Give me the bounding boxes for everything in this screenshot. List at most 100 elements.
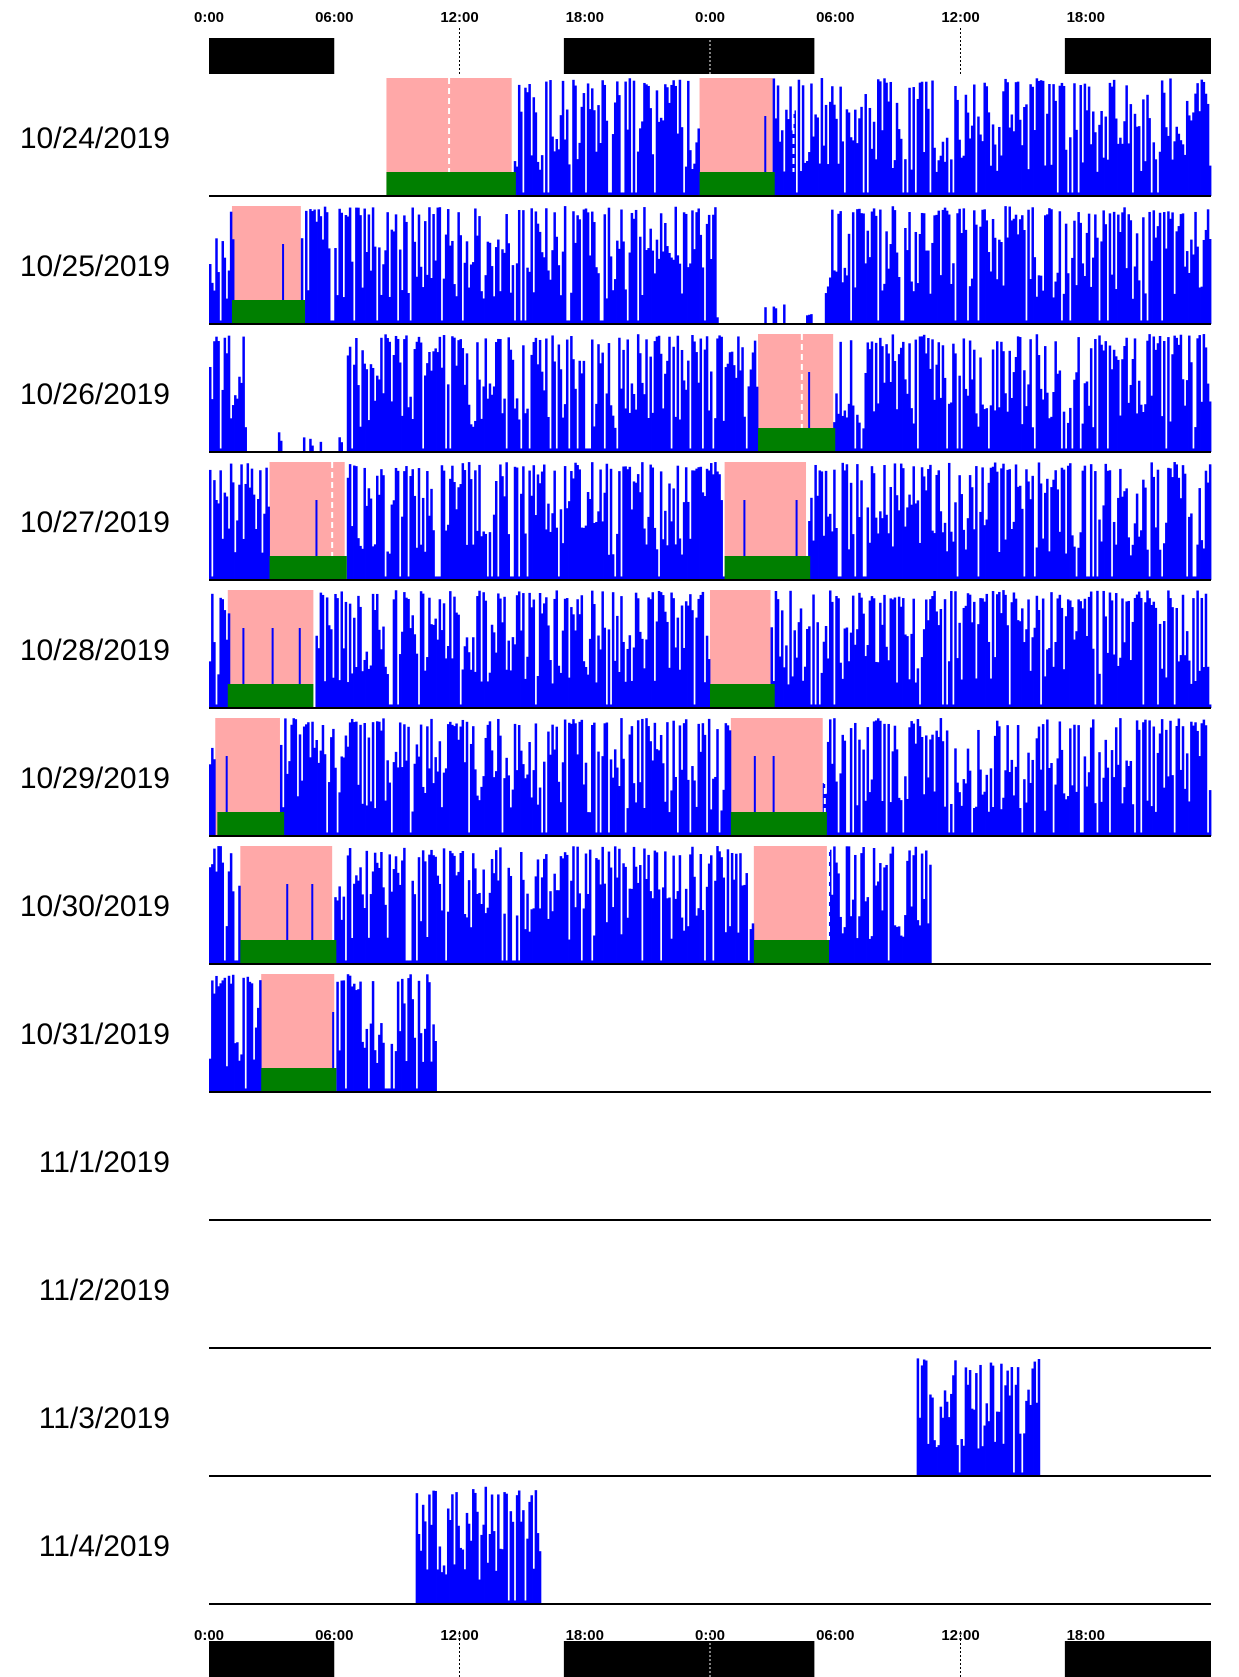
activity-bar	[1152, 142, 1156, 196]
activity-bar	[947, 661, 951, 708]
activity-series	[209, 206, 1212, 324]
activity-bar	[386, 551, 389, 580]
activity-bar	[530, 607, 533, 708]
activity-spike	[764, 116, 767, 196]
activity-bar	[868, 792, 872, 836]
activity-bar	[872, 847, 876, 964]
activity-bar	[680, 917, 684, 964]
activity-bar	[954, 353, 957, 452]
activity-bar	[962, 338, 966, 452]
activity-bar	[987, 448, 991, 452]
activity-bar	[935, 1447, 938, 1476]
activity-bar	[657, 750, 661, 836]
activity-bar	[697, 208, 700, 324]
activity-bar	[1031, 637, 1034, 708]
activity-bar	[1066, 273, 1070, 324]
activity-bar	[530, 495, 533, 580]
activity-bar	[854, 576, 857, 580]
activity-bar	[820, 471, 824, 580]
activity-bar	[444, 530, 448, 580]
activity-bar	[461, 348, 465, 452]
activity-bar	[991, 466, 995, 580]
row-date-label: 10/24/2019	[20, 122, 170, 155]
activity-bar	[217, 674, 220, 708]
activity-bar	[501, 249, 504, 324]
activity-bar	[712, 960, 715, 964]
activity-bar	[572, 719, 575, 836]
activity-bar	[327, 782, 331, 836]
activity-bar	[373, 544, 377, 580]
activity-bar	[494, 481, 498, 580]
activity-bar	[1060, 82, 1064, 196]
activity-bar	[1148, 598, 1151, 708]
activity-bar	[459, 704, 462, 708]
activity-bar	[467, 1523, 471, 1604]
activity-bar	[981, 794, 984, 836]
activity-bar	[797, 622, 801, 708]
activity-bar	[680, 769, 684, 836]
activity-bar	[632, 783, 636, 836]
activity-bar	[1010, 220, 1014, 324]
activity-bar	[1010, 1367, 1014, 1476]
activity-bar	[833, 704, 836, 708]
activity-bar	[720, 500, 723, 580]
activity-bar	[1135, 413, 1139, 452]
activity-bar	[517, 84, 521, 196]
activity-bar	[371, 207, 375, 324]
activity-bar	[1006, 469, 1009, 580]
activity-bar	[879, 602, 882, 708]
activity-bar	[960, 448, 963, 452]
activity-bar	[670, 790, 673, 836]
activity-bar	[1046, 649, 1049, 708]
activity-bar	[384, 666, 387, 708]
activity-bar	[674, 416, 677, 452]
activity-bar	[879, 511, 882, 580]
activity-bar	[409, 396, 412, 452]
activity-bar	[482, 386, 485, 452]
activity-bar	[1175, 337, 1178, 452]
activity-bar	[1121, 598, 1124, 708]
activity-bar	[357, 385, 360, 452]
activity-bar	[561, 80, 565, 196]
activity-bar	[330, 320, 333, 324]
activity-bar	[611, 554, 615, 580]
activity-bar	[1185, 251, 1189, 324]
activity-bar	[897, 797, 901, 836]
activity-bar	[607, 832, 611, 836]
activity-bar	[670, 257, 673, 324]
activity-bar	[419, 591, 423, 708]
activity-bar	[1167, 211, 1170, 324]
activity-bar	[1071, 535, 1074, 580]
activity-bar	[897, 510, 901, 580]
activity-bar	[513, 723, 517, 836]
activity-bar	[693, 249, 696, 324]
activity-bar	[883, 78, 886, 196]
activity-bar	[507, 867, 510, 964]
activity-bar	[613, 576, 617, 580]
activity-bar	[424, 221, 427, 324]
activity-bar	[657, 121, 661, 196]
activity-bar	[659, 353, 663, 452]
activity-bar	[977, 729, 980, 836]
activity-bar	[910, 504, 913, 580]
activity-bar	[885, 514, 888, 580]
activity-bar	[565, 109, 569, 196]
actogram-row: 11/2/2019	[39, 1274, 1211, 1349]
activity-bar	[323, 206, 327, 324]
activity-bar	[945, 210, 949, 324]
activity-bar	[1018, 1433, 1022, 1476]
activity-bar	[376, 721, 379, 836]
activity-bar	[1002, 797, 1005, 836]
activity-bar	[568, 501, 571, 580]
activity-bar	[649, 356, 652, 452]
activity-bar	[816, 117, 819, 196]
activity-bar	[469, 743, 473, 836]
activity-bar	[958, 1472, 961, 1476]
activity-bar	[1092, 111, 1095, 196]
activity-bar	[603, 883, 607, 964]
activity-bar	[1106, 159, 1110, 196]
activity-series	[415, 1486, 542, 1604]
activity-bar	[856, 209, 859, 324]
activity-bar	[895, 102, 899, 196]
activity-bar	[979, 511, 982, 580]
